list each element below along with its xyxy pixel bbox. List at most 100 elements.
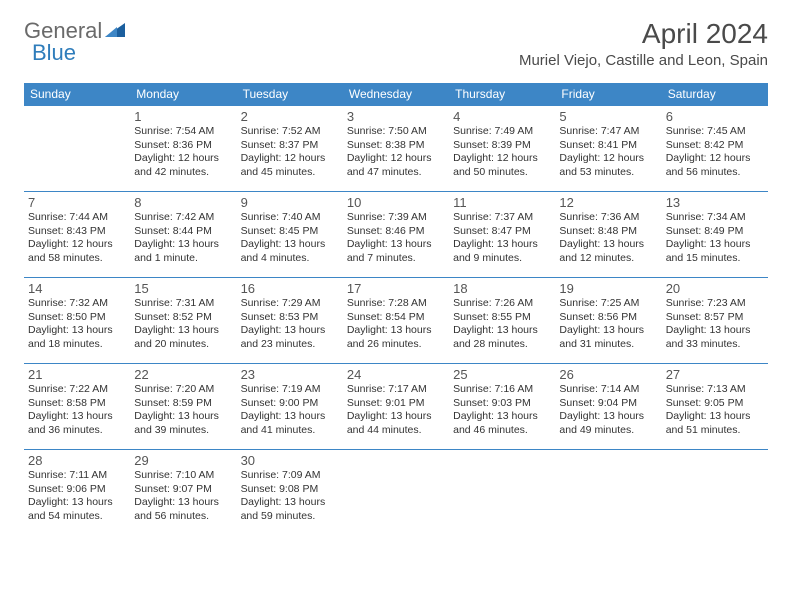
day-cell: 18Sunrise: 7:26 AMSunset: 8:55 PMDayligh… xyxy=(449,278,555,364)
day-number: 26 xyxy=(559,367,657,382)
header: General April 2024 Muriel Viejo, Castill… xyxy=(24,18,768,69)
day-cell: 24Sunrise: 7:17 AMSunset: 9:01 PMDayligh… xyxy=(343,364,449,450)
day-cell: 10Sunrise: 7:39 AMSunset: 8:46 PMDayligh… xyxy=(343,192,449,278)
day-number: 21 xyxy=(28,367,126,382)
day-number: 20 xyxy=(666,281,764,296)
title-block: April 2024 Muriel Viejo, Castille and Le… xyxy=(519,18,768,69)
day-cell: 11Sunrise: 7:37 AMSunset: 8:47 PMDayligh… xyxy=(449,192,555,278)
day-cell: 12Sunrise: 7:36 AMSunset: 8:48 PMDayligh… xyxy=(555,192,661,278)
day-line: Sunset: 8:55 PM xyxy=(453,311,551,325)
day-cell: 17Sunrise: 7:28 AMSunset: 8:54 PMDayligh… xyxy=(343,278,449,364)
day-number: 13 xyxy=(666,195,764,210)
day-line: Daylight: 13 hours xyxy=(453,238,551,252)
day-line: Daylight: 12 hours xyxy=(241,152,339,166)
day-number: 29 xyxy=(134,453,232,468)
day-line: and 15 minutes. xyxy=(666,252,764,266)
day-cell: 26Sunrise: 7:14 AMSunset: 9:04 PMDayligh… xyxy=(555,364,661,450)
day-cell: 19Sunrise: 7:25 AMSunset: 8:56 PMDayligh… xyxy=(555,278,661,364)
day-number: 6 xyxy=(666,109,764,124)
day-line: and 36 minutes. xyxy=(28,424,126,438)
day-line: Sunrise: 7:36 AM xyxy=(559,211,657,225)
day-line: Sunset: 8:45 PM xyxy=(241,225,339,239)
day-line: Daylight: 13 hours xyxy=(347,410,445,424)
day-number: 9 xyxy=(241,195,339,210)
day-line: Sunrise: 7:23 AM xyxy=(666,297,764,311)
day-line: Daylight: 13 hours xyxy=(666,324,764,338)
day-line: Sunrise: 7:45 AM xyxy=(666,125,764,139)
day-line: Sunset: 9:00 PM xyxy=(241,397,339,411)
day-line: Daylight: 13 hours xyxy=(241,238,339,252)
day-cell: 23Sunrise: 7:19 AMSunset: 9:00 PMDayligh… xyxy=(237,364,343,450)
day-line: Sunset: 8:38 PM xyxy=(347,139,445,153)
day-line: Daylight: 12 hours xyxy=(666,152,764,166)
day-cell: 4Sunrise: 7:49 AMSunset: 8:39 PMDaylight… xyxy=(449,106,555,192)
day-line: Daylight: 13 hours xyxy=(241,324,339,338)
day-line: Sunrise: 7:49 AM xyxy=(453,125,551,139)
day-line: and 45 minutes. xyxy=(241,166,339,180)
day-number: 12 xyxy=(559,195,657,210)
day-line: Sunrise: 7:32 AM xyxy=(28,297,126,311)
day-header: Saturday xyxy=(662,83,768,106)
day-line: and 49 minutes. xyxy=(559,424,657,438)
day-number: 28 xyxy=(28,453,126,468)
day-line: and 42 minutes. xyxy=(134,166,232,180)
day-line: Daylight: 13 hours xyxy=(134,324,232,338)
day-line: Sunset: 9:08 PM xyxy=(241,483,339,497)
day-number: 8 xyxy=(134,195,232,210)
day-cell: 2Sunrise: 7:52 AMSunset: 8:37 PMDaylight… xyxy=(237,106,343,192)
day-line: Sunrise: 7:10 AM xyxy=(134,469,232,483)
day-line: Sunset: 8:36 PM xyxy=(134,139,232,153)
day-line: and 47 minutes. xyxy=(347,166,445,180)
day-number: 5 xyxy=(559,109,657,124)
day-line: Sunrise: 7:37 AM xyxy=(453,211,551,225)
day-cell: 5Sunrise: 7:47 AMSunset: 8:41 PMDaylight… xyxy=(555,106,661,192)
location: Muriel Viejo, Castille and Leon, Spain xyxy=(519,52,768,69)
day-number: 7 xyxy=(28,195,126,210)
logo-triangle-icon xyxy=(105,21,125,42)
day-number: 18 xyxy=(453,281,551,296)
day-cell: 8Sunrise: 7:42 AMSunset: 8:44 PMDaylight… xyxy=(130,192,236,278)
day-line: and 26 minutes. xyxy=(347,338,445,352)
logo-text-blue: Blue xyxy=(32,40,76,66)
day-line: Sunrise: 7:20 AM xyxy=(134,383,232,397)
month-title: April 2024 xyxy=(519,18,768,50)
day-line: Sunset: 8:53 PM xyxy=(241,311,339,325)
day-line: Sunset: 8:59 PM xyxy=(134,397,232,411)
day-number: 24 xyxy=(347,367,445,382)
day-line: Daylight: 13 hours xyxy=(28,410,126,424)
day-cell: 6Sunrise: 7:45 AMSunset: 8:42 PMDaylight… xyxy=(662,106,768,192)
day-number: 4 xyxy=(453,109,551,124)
day-line: Daylight: 12 hours xyxy=(453,152,551,166)
day-number: 11 xyxy=(453,195,551,210)
day-line: Daylight: 13 hours xyxy=(347,238,445,252)
day-line: Daylight: 12 hours xyxy=(28,238,126,252)
day-line: Daylight: 13 hours xyxy=(241,496,339,510)
calendar-body: 1Sunrise: 7:54 AMSunset: 8:36 PMDaylight… xyxy=(24,106,768,536)
day-cell xyxy=(555,450,661,536)
day-line: and 51 minutes. xyxy=(666,424,764,438)
day-line: Sunset: 8:44 PM xyxy=(134,225,232,239)
day-line: and 56 minutes. xyxy=(666,166,764,180)
day-line: Sunset: 8:54 PM xyxy=(347,311,445,325)
day-line: Sunrise: 7:28 AM xyxy=(347,297,445,311)
day-line: Daylight: 13 hours xyxy=(666,238,764,252)
day-line: Sunset: 8:49 PM xyxy=(666,225,764,239)
day-line: Sunrise: 7:16 AM xyxy=(453,383,551,397)
week-row: 1Sunrise: 7:54 AMSunset: 8:36 PMDaylight… xyxy=(24,106,768,192)
day-line: Sunrise: 7:52 AM xyxy=(241,125,339,139)
day-number: 14 xyxy=(28,281,126,296)
day-line: Sunset: 8:37 PM xyxy=(241,139,339,153)
day-cell: 7Sunrise: 7:44 AMSunset: 8:43 PMDaylight… xyxy=(24,192,130,278)
day-cell xyxy=(662,450,768,536)
day-cell: 25Sunrise: 7:16 AMSunset: 9:03 PMDayligh… xyxy=(449,364,555,450)
day-cell: 9Sunrise: 7:40 AMSunset: 8:45 PMDaylight… xyxy=(237,192,343,278)
day-line: Sunrise: 7:29 AM xyxy=(241,297,339,311)
day-line: Daylight: 13 hours xyxy=(134,238,232,252)
logo-blue-row: Blue xyxy=(32,40,76,66)
day-number: 1 xyxy=(134,109,232,124)
day-line: and 23 minutes. xyxy=(241,338,339,352)
day-line: Sunset: 8:58 PM xyxy=(28,397,126,411)
day-line: Sunset: 9:04 PM xyxy=(559,397,657,411)
day-cell: 29Sunrise: 7:10 AMSunset: 9:07 PMDayligh… xyxy=(130,450,236,536)
day-line: and 20 minutes. xyxy=(134,338,232,352)
